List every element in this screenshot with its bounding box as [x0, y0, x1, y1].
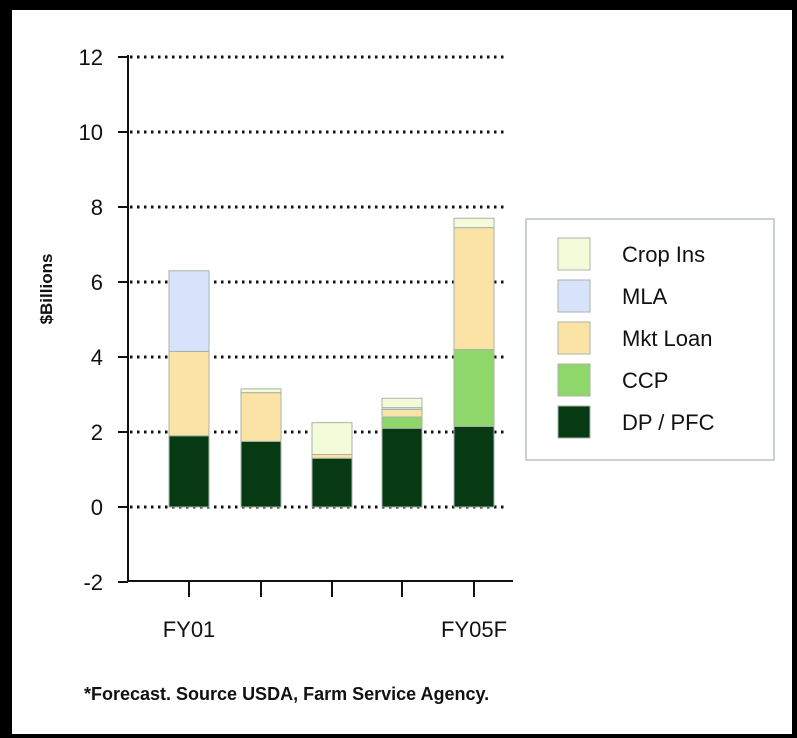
legend-label: CCP [622, 368, 668, 393]
y-tick-label: 8 [91, 195, 103, 220]
y-tick-label: 4 [91, 345, 103, 370]
legend-swatch [557, 237, 591, 271]
bar-segment [381, 409, 423, 418]
x-tick-label: FY05F [441, 617, 507, 642]
legend-label: MLA [622, 284, 668, 309]
x-tick-labels: FY01 FY05F [163, 581, 507, 642]
bar-segment [168, 435, 210, 508]
legend-swatch [557, 321, 591, 355]
bar-segment [453, 227, 495, 350]
axes [127, 55, 513, 582]
legend-label: DP / PFC [622, 410, 715, 435]
legend-entries: Crop Ins MLA Mkt Loan CCP DP / PFC [557, 237, 715, 439]
y-tick-label: -2 [83, 570, 103, 595]
bar-segment [381, 397, 423, 409]
bar-segment [240, 392, 282, 442]
bar-segment [453, 217, 495, 229]
legend: Crop Ins MLA Mkt Loan CCP DP / PFC [525, 218, 775, 461]
x-tick-label: FY01 [163, 617, 216, 642]
bar-segment [381, 427, 423, 508]
bar-segment [168, 350, 210, 437]
legend-swatch [557, 405, 591, 439]
y-tick-label: 0 [91, 495, 103, 520]
y-tick-label: 6 [91, 270, 103, 295]
y-tick-labels: 12 10 8 6 4 2 0 -2 [79, 45, 103, 595]
bar-segment [311, 457, 353, 508]
legend-swatch [557, 279, 591, 313]
bar-segment [311, 422, 353, 455]
bar-segment [453, 425, 495, 508]
bar-segment [240, 388, 282, 394]
y-tick-label: 12 [79, 45, 103, 70]
y-axis-label: $Billions [37, 254, 56, 325]
bar-segment [168, 270, 210, 352]
bar-segment [453, 349, 495, 427]
legend-label: Mkt Loan [622, 326, 713, 351]
y-tick-label: 10 [79, 120, 103, 145]
legend-swatch [557, 363, 591, 397]
footnote: *Forecast. Source USDA, Farm Service Age… [84, 684, 489, 704]
bar-segment [311, 454, 353, 459]
bar-segment [381, 416, 423, 429]
y-tick-label: 2 [91, 420, 103, 445]
bar-segment [240, 440, 282, 508]
bars [168, 217, 495, 508]
legend-label: Crop Ins [622, 242, 705, 267]
